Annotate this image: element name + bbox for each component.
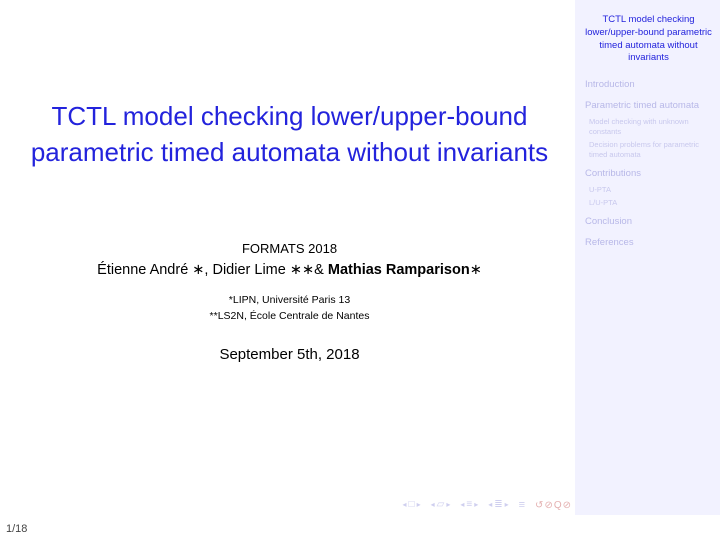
sidebar-item-references[interactable]: References <box>585 237 712 250</box>
next-section-icon[interactable]: ▸ <box>474 501 478 509</box>
sidebar-title: TCTL model checking lower/upper-bound pa… <box>585 14 712 65</box>
sidebar-sub-upta[interactable]: U-PTA <box>585 185 712 195</box>
authors-bold: Mathias Ramparison <box>328 262 470 278</box>
beamer-nav-bar: ◂ □ ▸ ◂ ▱ ▸ ◂ ≡ ▸ ◂ ≣ ▸ ≡ ↺⊘Q⊘ <box>403 499 572 511</box>
slide-frame: TCTL model checking lower/upper-bound pa… <box>0 0 720 515</box>
doc-icon: ≣ <box>493 500 503 510</box>
prev-doc-icon[interactable]: ◂ <box>488 501 492 509</box>
page-number: 1/18 <box>6 523 27 535</box>
next-doc-icon[interactable]: ▸ <box>505 501 509 509</box>
nav-section-group[interactable]: ◂ ≡ ▸ <box>460 500 478 510</box>
nav-subsection-group[interactable]: ◂ ▱ ▸ <box>431 500 451 510</box>
section-icon: ≡ <box>465 500 473 510</box>
outline-sidebar: TCTL model checking lower/upper-bound pa… <box>575 0 720 515</box>
presentation-date: September 5th, 2018 <box>22 346 557 363</box>
affiliations: *LIPN, Université Paris 13 **LS2N, École… <box>22 292 557 325</box>
nav-search-icon[interactable]: ⊘ <box>544 500 553 511</box>
subsection-icon: ▱ <box>436 500 446 510</box>
affiliation-1: *LIPN, Université Paris 13 <box>22 292 557 308</box>
nav-doc-group[interactable]: ◂ ≣ ▸ <box>488 500 508 510</box>
prev-section-icon[interactable]: ◂ <box>460 501 464 509</box>
sidebar-sub-decision-problems[interactable]: Decision problems for parametric timed a… <box>585 140 712 160</box>
sidebar-sub-model-checking[interactable]: Model checking with unknown constants <box>585 117 712 137</box>
authors-line: Étienne André ∗, Didier Lime ∗∗& Mathias… <box>22 262 557 278</box>
sidebar-item-introduction[interactable]: Introduction <box>585 79 712 92</box>
next-subsection-icon[interactable]: ▸ <box>446 501 450 509</box>
sidebar-item-pta[interactable]: Parametric timed automata <box>585 100 712 113</box>
prev-subsection-icon[interactable]: ◂ <box>431 501 435 509</box>
sidebar-item-conclusion[interactable]: Conclusion <box>585 216 712 229</box>
slide-title: TCTL model checking lower/upper-bound pa… <box>22 98 557 171</box>
sidebar-sub-lupta[interactable]: L/U-PTA <box>585 198 712 208</box>
main-content: TCTL model checking lower/upper-bound pa… <box>0 0 575 515</box>
nav-actions[interactable]: ↺⊘Q⊘ <box>535 500 572 511</box>
authors-suffix: ∗ <box>470 262 482 278</box>
sidebar-item-contributions[interactable]: Contributions <box>585 168 712 181</box>
conference-name: FORMATS 2018 <box>22 241 557 256</box>
authors-plain: Étienne André ∗, Didier Lime ∗∗& <box>97 262 328 278</box>
frame-icon: □ <box>408 500 416 510</box>
prev-frame-icon[interactable]: ◂ <box>403 501 407 509</box>
nav-presentation-icon[interactable]: ≡ <box>519 499 525 511</box>
nav-close-icon[interactable]: ⊘ <box>563 500 572 511</box>
next-frame-icon[interactable]: ▸ <box>417 501 421 509</box>
nav-frame-group[interactable]: ◂ □ ▸ <box>403 500 421 510</box>
affiliation-2: **LS2N, École Centrale de Nantes <box>22 308 557 324</box>
nav-q-icon[interactable]: Q <box>554 500 563 511</box>
